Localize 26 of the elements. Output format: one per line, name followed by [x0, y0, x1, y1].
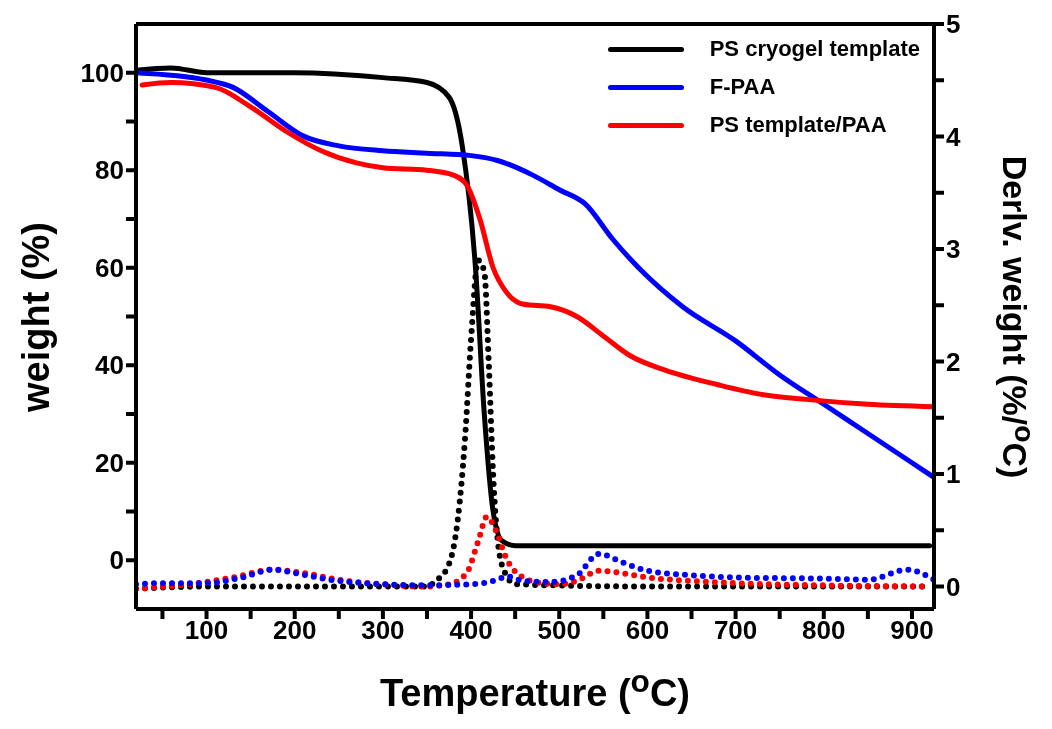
x-axis-title: Temperature ($^{o}$C): [378, 663, 691, 715]
x-tick-label: 200: [273, 615, 317, 646]
y2-tick-label: 0: [946, 571, 961, 602]
x-tick-label: 500: [537, 615, 581, 646]
x-tick-label: 900: [890, 615, 934, 646]
y2-tick-label: 4: [946, 121, 961, 152]
y-axis-title: weight (%): [14, 221, 58, 412]
y-tick-label: 60: [95, 252, 124, 283]
y-tick-label: 100: [80, 57, 124, 88]
x-tick-label: 100: [184, 615, 229, 646]
x-tick-label: 700: [713, 615, 758, 646]
legend-label: F-PAA: [709, 73, 776, 101]
y-tick-label: 40: [95, 350, 124, 381]
legend-label: PS template/PAA: [709, 111, 887, 139]
x-tick-label: 600: [625, 615, 670, 646]
y-tick-label: 80: [95, 155, 124, 186]
y2-tick-label: 5: [946, 9, 961, 40]
y2-tick-label: 1: [946, 459, 961, 490]
y-tick-label: 0: [109, 545, 124, 576]
y-tick-label: 20: [95, 447, 124, 478]
x-tick-label: 800: [802, 615, 846, 646]
y2-tick-label: 3: [946, 234, 961, 265]
legend-label: PS cryogel template: [709, 35, 920, 63]
y2-tick-label: 2: [946, 346, 961, 377]
x-tick-label: 400: [449, 615, 493, 646]
x-tick-label: 300: [361, 615, 405, 646]
